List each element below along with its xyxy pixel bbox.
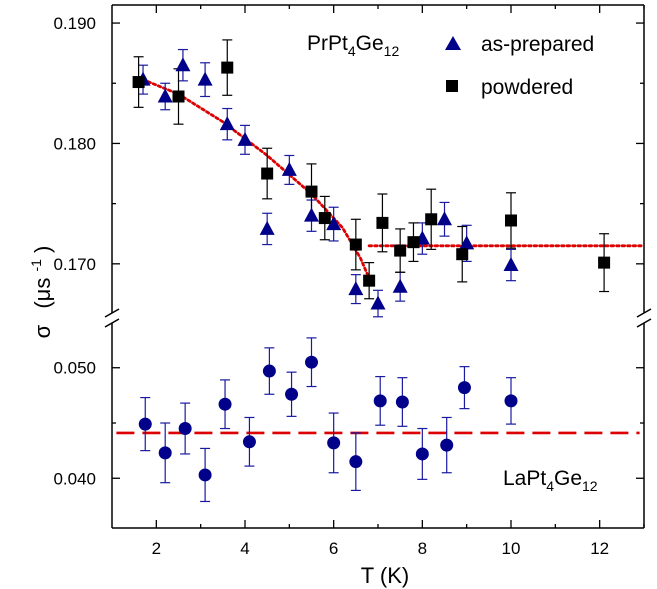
point-la [395,395,409,409]
axis-break-mark [104,318,120,328]
x-tick-label: 8 [418,539,427,558]
y-axis-label: σ (μs -1 ) [21,246,55,339]
point-la [504,394,518,408]
x-tick-label: 4 [240,539,249,558]
la-compound-label: LaPt4Ge12 [503,467,598,494]
point-powdered [407,236,420,249]
point-powdered [363,274,376,287]
point-la [262,364,276,378]
upper-y-tick-label: 0.170 [53,255,96,274]
point-as-prepared [281,161,297,176]
x-axis-label: T (K) [361,563,409,588]
point-as-prepared [459,235,475,250]
la-sub2: 12 [582,478,598,494]
upper-y-tick-label: 0.190 [53,14,96,33]
legend-label-as-prepared: as-prepared [481,33,594,56]
point-as-prepared [175,57,191,72]
pr-base: PrPt [307,32,348,55]
axis-break-mark [636,318,652,328]
point-powdered [456,248,469,261]
point-powdered [394,244,407,257]
point-as-prepared [259,220,275,235]
point-la [242,435,256,449]
x-tick-label: 6 [329,539,338,558]
point-la [349,455,363,469]
axis-break-mark [104,308,120,318]
point-la [305,355,318,369]
point-as-prepared [392,278,408,293]
x-tick-label: 12 [590,539,609,558]
point-powdered [425,213,438,226]
point-powdered [305,185,318,198]
y-axis-unit-close: ) [30,246,55,253]
point-as-prepared [197,71,213,86]
fit-line-upper-dotted [141,78,371,280]
la-sub1: 4 [546,478,554,494]
point-la [440,438,454,452]
point-la [415,447,429,461]
point-la [138,417,152,431]
x-tick-label: 10 [502,539,521,558]
point-la [218,397,232,411]
point-la [285,387,299,401]
point-la [158,446,172,460]
point-powdered [598,256,611,269]
axis-break-mark [636,308,652,318]
point-as-prepared [503,257,519,272]
point-la [327,436,341,450]
point-as-prepared [437,211,452,226]
point-powdered [132,76,145,89]
legend-label-powdered: powdered [481,76,573,99]
legend-square-marker [446,80,458,92]
point-powdered [318,212,331,225]
point-powdered [172,90,185,103]
lower-y-tick-label: 0.050 [53,359,96,378]
pr-mid: Ge [356,32,384,55]
point-powdered [376,216,389,229]
pr-sub1: 4 [348,43,356,59]
data-markers [132,57,611,482]
point-as-prepared [370,295,386,310]
legend: as-prepared powdered [445,33,594,99]
point-as-prepared [157,88,173,103]
axis-ticks: 2 4 6 8 10 12 0.170 0.180 0.190 0.040 0.050 [53,5,645,558]
la-base: LaPt [503,467,546,490]
point-powdered [349,238,362,251]
point-as-prepared [219,116,235,131]
la-mid: Ge [554,467,582,490]
point-la [457,381,471,395]
pr-sub2: 12 [384,43,400,59]
point-la [178,422,192,436]
upper-y-tick-label: 0.180 [53,134,96,153]
y-axis-symbol: σ [30,324,55,338]
point-powdered [261,167,274,180]
point-powdered [505,214,517,227]
point-as-prepared [348,281,364,296]
point-as-prepared [237,131,253,146]
x-tick-label: 2 [152,539,161,558]
pr-compound-label: PrPt4Ge12 [307,32,399,59]
point-la [198,468,212,482]
legend-triangle-marker [445,36,461,50]
lower-y-tick-label: 0.040 [53,469,96,488]
point-la [373,394,387,408]
y-axis-unit-exp: -1 [28,259,44,272]
y-axis-unit-open: (μs [30,278,55,309]
point-as-prepared [304,207,319,222]
point-as-prepared [326,216,342,231]
point-powdered [221,61,234,74]
